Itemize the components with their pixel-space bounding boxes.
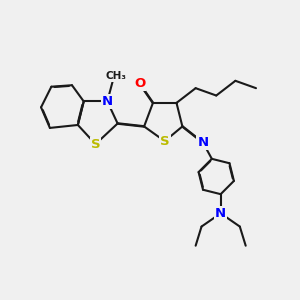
Text: N: N	[102, 95, 113, 108]
Text: N: N	[197, 136, 208, 149]
Text: O: O	[134, 77, 145, 90]
Text: S: S	[91, 138, 100, 151]
Text: N: N	[215, 207, 226, 220]
Text: CH₃: CH₃	[106, 71, 127, 81]
Text: S: S	[160, 135, 169, 148]
